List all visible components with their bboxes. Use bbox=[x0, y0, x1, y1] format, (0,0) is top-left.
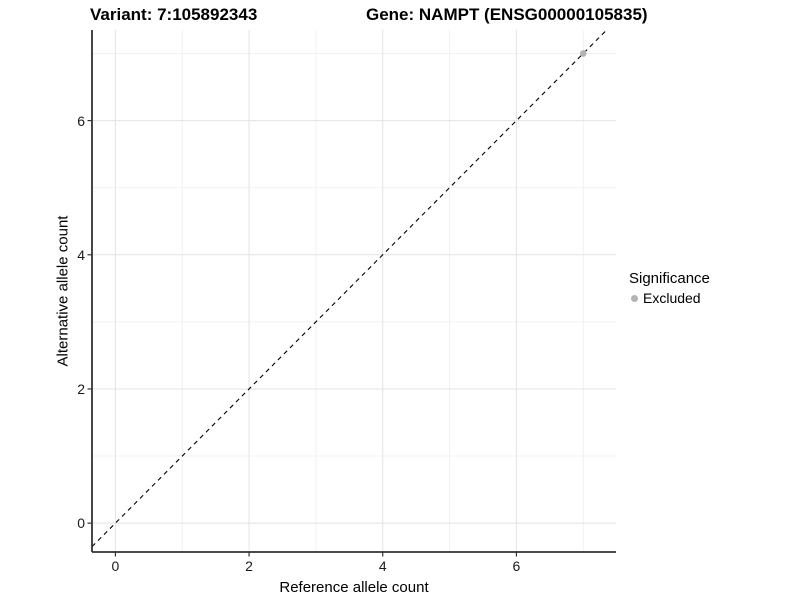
legend-item: Excluded bbox=[629, 290, 710, 306]
plot-area bbox=[87, 29, 616, 557]
y-tick-label: 6 bbox=[77, 112, 85, 129]
x-tick-label: 0 bbox=[111, 558, 120, 574]
y-tick-label: 4 bbox=[77, 246, 85, 263]
data-point bbox=[579, 50, 587, 57]
x-tick-label: 4 bbox=[378, 558, 387, 574]
x-axis-label: Reference allele count bbox=[279, 579, 429, 596]
x-tick-label: 2 bbox=[245, 558, 253, 574]
legend-title: Significance bbox=[629, 270, 710, 287]
legend-item-label: Excluded bbox=[643, 290, 701, 306]
y-axis-label: Alternative allele count bbox=[54, 215, 72, 367]
y-tick-label: 2 bbox=[77, 380, 85, 397]
plot-panel bbox=[87, 29, 616, 557]
legend: Significance Excluded bbox=[629, 270, 710, 306]
gene-title: Gene: NAMPT (ENSG00000105835) bbox=[366, 5, 648, 24]
x-tick-label: 6 bbox=[512, 558, 521, 574]
variant-title: Variant: 7:105892343 bbox=[90, 5, 258, 24]
point-icon bbox=[631, 294, 638, 302]
y-tick-label: 0 bbox=[77, 515, 85, 532]
identity-line bbox=[91, 29, 608, 548]
